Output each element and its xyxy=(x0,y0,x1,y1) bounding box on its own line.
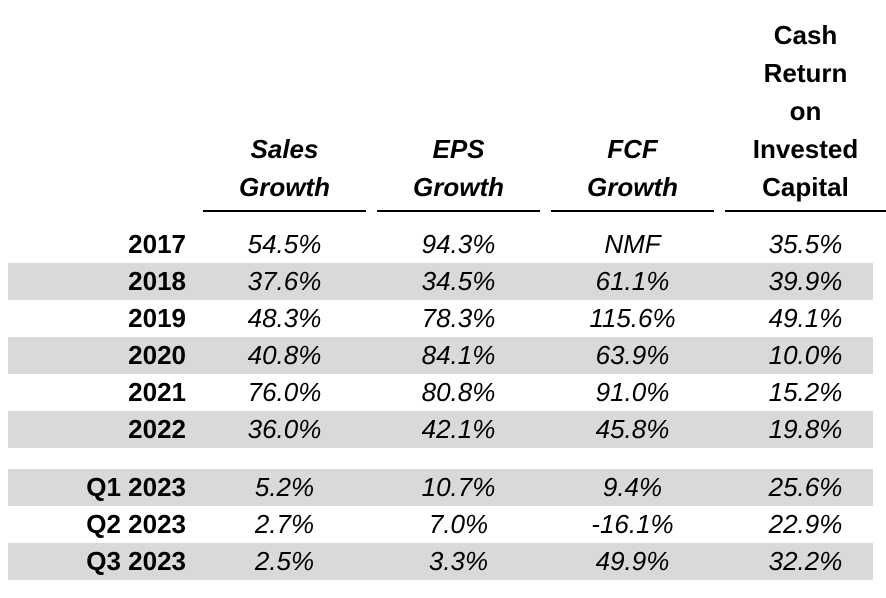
croic-value: 32.2% xyxy=(768,546,843,576)
sales-growth-value: 5.2% xyxy=(254,472,315,502)
table-row-2021: 2021 76.0% 80.8% 91.0% 15.2% xyxy=(0,374,886,411)
row-label: 2019 xyxy=(128,303,186,333)
financial-metrics-table: Sales Growth EPS Growth FCF Growth Cash … xyxy=(0,0,886,580)
croic-value: 15.2% xyxy=(768,377,843,407)
croic-value: 39.9% xyxy=(768,266,843,296)
croic-value: 22.9% xyxy=(768,509,843,539)
eps-growth-value: 42.1% xyxy=(421,414,496,444)
row-label: Q1 2023 xyxy=(86,472,186,502)
sales-growth-value: 2.5% xyxy=(254,546,315,576)
row-label: 2017 xyxy=(128,229,186,259)
sales-growth-value: 76.0% xyxy=(247,377,322,407)
table-row-2018: 2018 37.6% 34.5% 61.1% 39.9% xyxy=(0,263,886,300)
table-row-q3-2023: Q3 2023 2.5% 3.3% 49.9% 32.2% xyxy=(0,543,886,580)
fcf-growth-value: -16.1% xyxy=(591,509,674,539)
croic-value: 10.0% xyxy=(768,340,843,370)
column-header-line: Return xyxy=(763,58,848,88)
column-header-cash-return-on-invested-capital: Cash Return on Invested Capital xyxy=(725,16,886,212)
croic-value: 35.5% xyxy=(768,229,843,259)
croic-value: 25.6% xyxy=(768,472,843,502)
sales-growth-value: 48.3% xyxy=(247,303,322,333)
column-header-line: EPS xyxy=(432,134,485,164)
table-body: 2017 54.5% 94.3% NMF 35.5% 2018 37.6% 34… xyxy=(0,226,886,580)
fcf-growth-value: 49.9% xyxy=(595,546,670,576)
column-header-line: Sales xyxy=(250,134,319,164)
fcf-growth-value: NMF xyxy=(604,229,661,259)
row-label: 2021 xyxy=(128,377,186,407)
fcf-growth-value: 9.4% xyxy=(602,472,663,502)
row-label: Q3 2023 xyxy=(86,546,186,576)
row-label: 2022 xyxy=(128,414,186,444)
fcf-growth-value: 45.8% xyxy=(595,414,670,444)
sales-growth-value: 40.8% xyxy=(247,340,322,370)
table-row-2020: 2020 40.8% 84.1% 63.9% 10.0% xyxy=(0,337,886,374)
fcf-growth-value: 115.6% xyxy=(589,303,676,333)
table-row-2017: 2017 54.5% 94.3% NMF 35.5% xyxy=(0,226,886,263)
column-header-line: on xyxy=(789,96,822,126)
fcf-growth-value: 91.0% xyxy=(595,377,670,407)
row-label: 2018 xyxy=(128,266,186,296)
eps-growth-value: 84.1% xyxy=(421,340,496,370)
row-label: 2020 xyxy=(128,340,186,370)
croic-value: 19.8% xyxy=(768,414,843,444)
column-header-line: Invested xyxy=(752,134,859,164)
eps-growth-value: 34.5% xyxy=(421,266,496,296)
sales-growth-value: 2.7% xyxy=(254,509,315,539)
table-header-row: Sales Growth EPS Growth FCF Growth Cash … xyxy=(0,0,886,212)
row-label: Q2 2023 xyxy=(86,509,186,539)
fcf-growth-value: 61.1% xyxy=(595,266,670,296)
column-header-line: Growth xyxy=(239,172,330,202)
column-header-eps-growth: EPS Growth xyxy=(377,130,540,212)
table-row-q1-2023: Q1 2023 5.2% 10.7% 9.4% 25.6% xyxy=(0,469,886,506)
table-row-2019: 2019 48.3% 78.3% 115.6% 49.1% xyxy=(0,300,886,337)
column-header-line: Growth xyxy=(587,172,678,202)
fcf-growth-value: 63.9% xyxy=(595,340,670,370)
eps-growth-value: 80.8% xyxy=(421,377,496,407)
table-row-2022: 2022 36.0% 42.1% 45.8% 19.8% xyxy=(0,411,886,448)
eps-growth-value: 94.3% xyxy=(421,229,496,259)
sales-growth-value: 37.6% xyxy=(247,266,322,296)
sales-growth-value: 54.5% xyxy=(247,229,322,259)
column-header-line: FCF xyxy=(607,134,658,164)
eps-growth-value: 3.3% xyxy=(428,546,489,576)
column-header-sales-growth: Sales Growth xyxy=(203,130,366,212)
column-header-fcf-growth: FCF Growth xyxy=(551,130,714,212)
eps-growth-value: 78.3% xyxy=(421,303,496,333)
column-header-line: Capital xyxy=(762,172,849,202)
table-row-q2-2023: Q2 2023 2.7% 7.0% -16.1% 22.9% xyxy=(0,506,886,543)
eps-growth-value: 10.7% xyxy=(421,472,496,502)
column-header-line: Cash xyxy=(773,20,838,50)
sales-growth-value: 36.0% xyxy=(247,414,322,444)
croic-value: 49.1% xyxy=(768,303,843,333)
column-header-line: Growth xyxy=(413,172,504,202)
eps-growth-value: 7.0% xyxy=(428,509,489,539)
